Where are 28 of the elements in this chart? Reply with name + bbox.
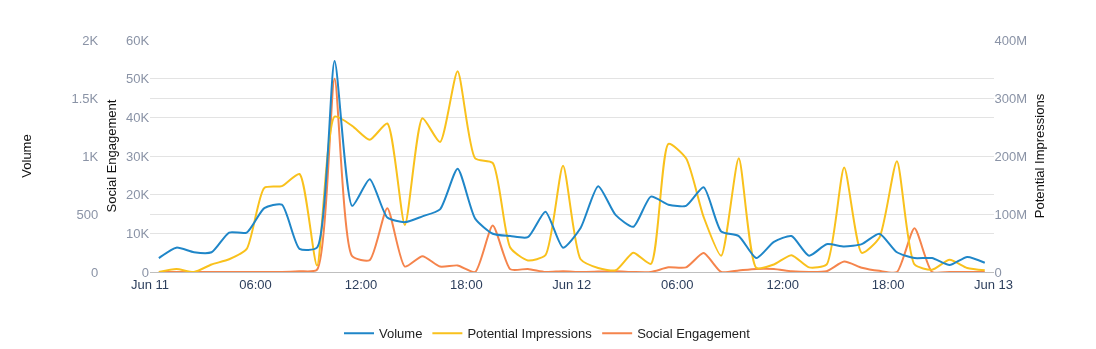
y2-tick-label: 200M	[994, 148, 1028, 164]
y3-tick-label: 60K	[125, 32, 150, 48]
x-tick-label: 18:00	[450, 276, 483, 292]
y-tick-label: 0	[91, 264, 99, 280]
y3-tick-label: 40K	[125, 109, 150, 125]
x-tick-label: 18:00	[871, 276, 905, 292]
y-tick-label: 1K	[82, 148, 99, 164]
x-tick-label: 06:00	[660, 276, 694, 292]
y-tick-label: 2K	[82, 32, 99, 48]
y3-tick-label: 30K	[125, 148, 150, 164]
y3-tick-label: 20K	[125, 187, 150, 203]
y2-tick-label: 300M	[994, 90, 1028, 106]
legend-label: Volume	[379, 326, 423, 342]
legend-label: Potential Impressions	[467, 326, 593, 342]
legend-label: Social Engagement	[637, 326, 751, 342]
y-tick-label: 500	[76, 206, 99, 222]
y3-axis-title: Social Engagement	[103, 99, 119, 213]
x-tick-label: 12:00	[766, 276, 799, 292]
x-tick-label: 06:00	[239, 276, 272, 292]
y2-tick-label: 400M	[994, 32, 1028, 48]
y-tick-label: 1.5K	[71, 90, 99, 106]
y2-axis-title: Potential Impressions	[1031, 93, 1047, 219]
y2-tick-label: 100M	[994, 206, 1028, 222]
y3-tick-label: 10K	[125, 225, 150, 241]
x-tick-label: Jun 12	[552, 276, 592, 292]
x-tick-label: 12:00	[344, 276, 378, 292]
y-axis-title: Volume	[19, 134, 35, 178]
y3-tick-label: 50K	[125, 71, 150, 87]
